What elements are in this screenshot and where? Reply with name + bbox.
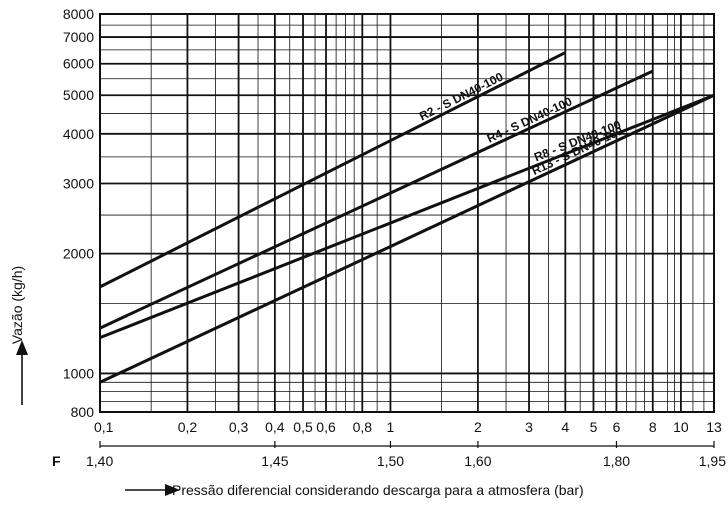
y-tick-label: 2000	[63, 246, 94, 262]
y-tick-label: 1000	[63, 365, 94, 381]
x-tick-label: 0,6	[316, 419, 336, 435]
x-tick-label: 10	[673, 419, 689, 435]
series-line-1	[99, 51, 566, 289]
x-tick-label: 1	[387, 419, 395, 435]
grid	[99, 13, 715, 413]
f-axis-label: 1,95	[699, 453, 726, 469]
x-tick-label: 0,5	[293, 419, 313, 435]
y-tick-label: 4000	[63, 126, 94, 142]
x-tick-label: 0,3	[229, 419, 249, 435]
x-tick-label: 2	[474, 419, 482, 435]
x-tick-label: 13	[706, 419, 722, 435]
tick-labels: 0,1 0,2 0,3 0,4 0,5 0,6 0,8 1 2 3 4 5 6 8 10 13 800 1000 2…	[63, 6, 722, 435]
f-axis-title: F	[52, 453, 61, 469]
series-line-4	[99, 93, 715, 384]
y-tick-label: 6000	[63, 56, 94, 72]
x-tick-label: 0,4	[265, 419, 285, 435]
y-tick-label: 3000	[63, 176, 94, 192]
series-line-2	[99, 69, 654, 330]
y-tick-label: 5000	[63, 87, 94, 103]
x-tick-label: 5	[590, 419, 598, 435]
f-axis-label: 1,60	[464, 453, 491, 469]
y-tick-label: 7000	[63, 29, 94, 45]
y-axis-arrow	[16, 340, 28, 405]
y-tick-label: 8000	[63, 6, 94, 22]
series-label-1: R2 - S DN40-100	[417, 69, 506, 123]
f-axis-label: 1,50	[377, 453, 404, 469]
plot-frame	[99, 13, 715, 413]
x-tick-label: 4	[561, 419, 569, 435]
x-tick-label: 6	[613, 419, 621, 435]
x-tick-label: 0,8	[353, 419, 373, 435]
x-tick-label: 8	[649, 419, 657, 435]
series-line-3	[99, 93, 715, 340]
x-axis-label: Pressão diferencial considerando descarg…	[172, 482, 584, 498]
f-axis-label: 1,40	[86, 453, 113, 469]
x-tick-label: 0,2	[178, 419, 198, 435]
f-axis: F 1,40 1,45 1,50 1,60 1,80 1,95	[52, 441, 726, 469]
f-axis-label: 1,80	[603, 453, 630, 469]
x-tick-label: 0,1	[94, 419, 114, 435]
f-axis-label: 1,45	[261, 453, 288, 469]
y-axis-label: Vazão (kg/h)	[9, 266, 25, 344]
x-tick-label: 3	[525, 419, 533, 435]
x-axis-arrow	[125, 484, 180, 496]
y-tick-label: 800	[71, 404, 95, 420]
